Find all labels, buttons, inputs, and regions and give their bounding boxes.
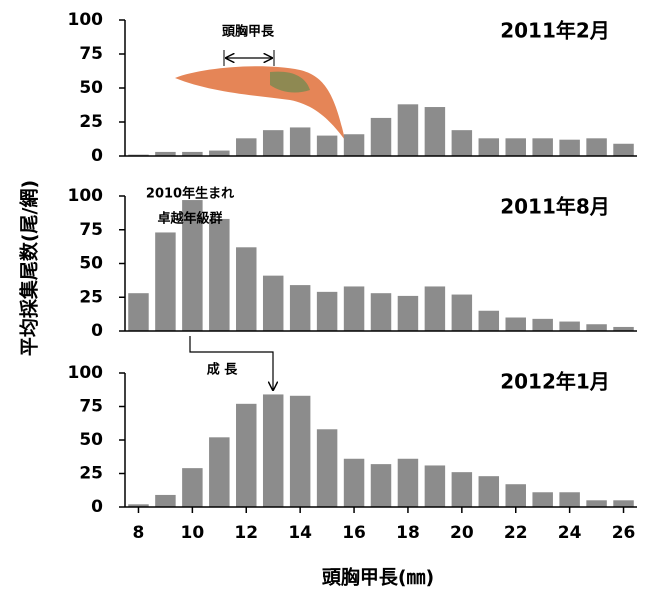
bar — [262, 275, 284, 331]
x-axis-label: 頭胸甲長(㎜) — [322, 566, 434, 589]
y-tick-label: 100 — [68, 10, 104, 30]
x-tick-label: 22 — [504, 523, 528, 543]
bar — [613, 143, 634, 156]
bar — [316, 291, 338, 331]
y-axis-label: 平均採集尾数(尾/網) — [18, 180, 41, 356]
bar — [343, 286, 365, 331]
bar — [478, 476, 500, 507]
x-tick-label: 24 — [558, 523, 582, 543]
bar — [478, 138, 500, 156]
bar — [155, 494, 176, 507]
bar — [370, 293, 392, 331]
bar — [182, 468, 203, 507]
y-tick-label: 100 — [68, 186, 104, 206]
bar — [209, 218, 230, 331]
x-tick-label: 12 — [234, 523, 258, 543]
panel-title: 2011年8月 — [500, 195, 610, 219]
bar — [505, 138, 526, 156]
bar — [532, 492, 553, 507]
bar — [155, 232, 176, 331]
y-tick-label: 75 — [79, 397, 103, 417]
bar — [559, 139, 580, 156]
bar — [532, 138, 553, 156]
shrimp-illustration — [175, 66, 345, 140]
y-tick-label: 50 — [79, 254, 103, 274]
bar — [128, 504, 149, 507]
bar — [559, 321, 580, 331]
y-tick-label: 50 — [79, 430, 103, 450]
annotation: 卓越年級群 — [157, 211, 222, 227]
bar — [316, 135, 338, 156]
bar — [128, 293, 149, 331]
y-tick-label: 75 — [79, 44, 103, 64]
annotation: 2010年生まれ — [146, 186, 234, 202]
panel-title: 2012年1月 — [500, 370, 610, 394]
bar — [236, 247, 257, 331]
y-tick-label: 25 — [79, 287, 103, 307]
x-tick-label: 16 — [342, 523, 366, 543]
bar — [397, 458, 419, 507]
y-tick-label: 50 — [79, 78, 103, 98]
bar — [236, 138, 257, 156]
x-tick-label: 20 — [450, 523, 474, 543]
bar — [586, 500, 607, 507]
annotation: 頭胸甲長 — [222, 24, 275, 40]
bar — [586, 138, 607, 156]
bar — [289, 127, 311, 156]
y-tick-label: 0 — [91, 321, 103, 341]
bar — [424, 107, 446, 156]
growth-arrow — [189, 336, 273, 390]
x-tick-label: 26 — [612, 523, 636, 543]
bar — [478, 310, 500, 331]
bar — [262, 130, 284, 156]
annotation: 成 長 — [207, 362, 239, 378]
bar — [613, 326, 634, 331]
bar — [586, 324, 607, 331]
bar — [451, 130, 473, 156]
bar — [532, 318, 553, 331]
bar — [613, 500, 634, 507]
y-tick-label: 0 — [91, 497, 103, 517]
bar — [262, 394, 284, 507]
bar — [236, 403, 257, 507]
bar — [424, 286, 446, 331]
y-tick-label: 0 — [91, 146, 103, 166]
bar — [289, 395, 311, 507]
bar — [316, 429, 338, 507]
x-tick-label: 10 — [181, 523, 205, 543]
y-tick-label: 25 — [79, 112, 103, 132]
y-tick-label: 25 — [79, 464, 103, 484]
x-tick-label: 18 — [396, 523, 420, 543]
bar — [424, 465, 446, 507]
bar — [370, 464, 392, 507]
bar — [343, 458, 365, 507]
y-tick-label: 75 — [79, 220, 103, 240]
y-tick-label: 100 — [68, 363, 104, 383]
bar — [397, 104, 419, 156]
bar — [343, 134, 365, 156]
bar — [505, 317, 526, 331]
bar — [182, 151, 203, 156]
bar — [559, 492, 580, 507]
bar — [451, 472, 473, 507]
bar — [182, 200, 203, 331]
bar — [155, 151, 176, 156]
bar — [209, 150, 230, 156]
x-tick-label: 14 — [288, 523, 312, 543]
x-tick-label: 8 — [133, 523, 145, 543]
bar — [289, 285, 311, 331]
bar — [370, 117, 392, 156]
bar — [397, 295, 419, 331]
bar — [505, 484, 526, 507]
bar — [451, 294, 473, 331]
bar — [209, 437, 230, 507]
panel-title: 2011年2月 — [500, 19, 610, 43]
